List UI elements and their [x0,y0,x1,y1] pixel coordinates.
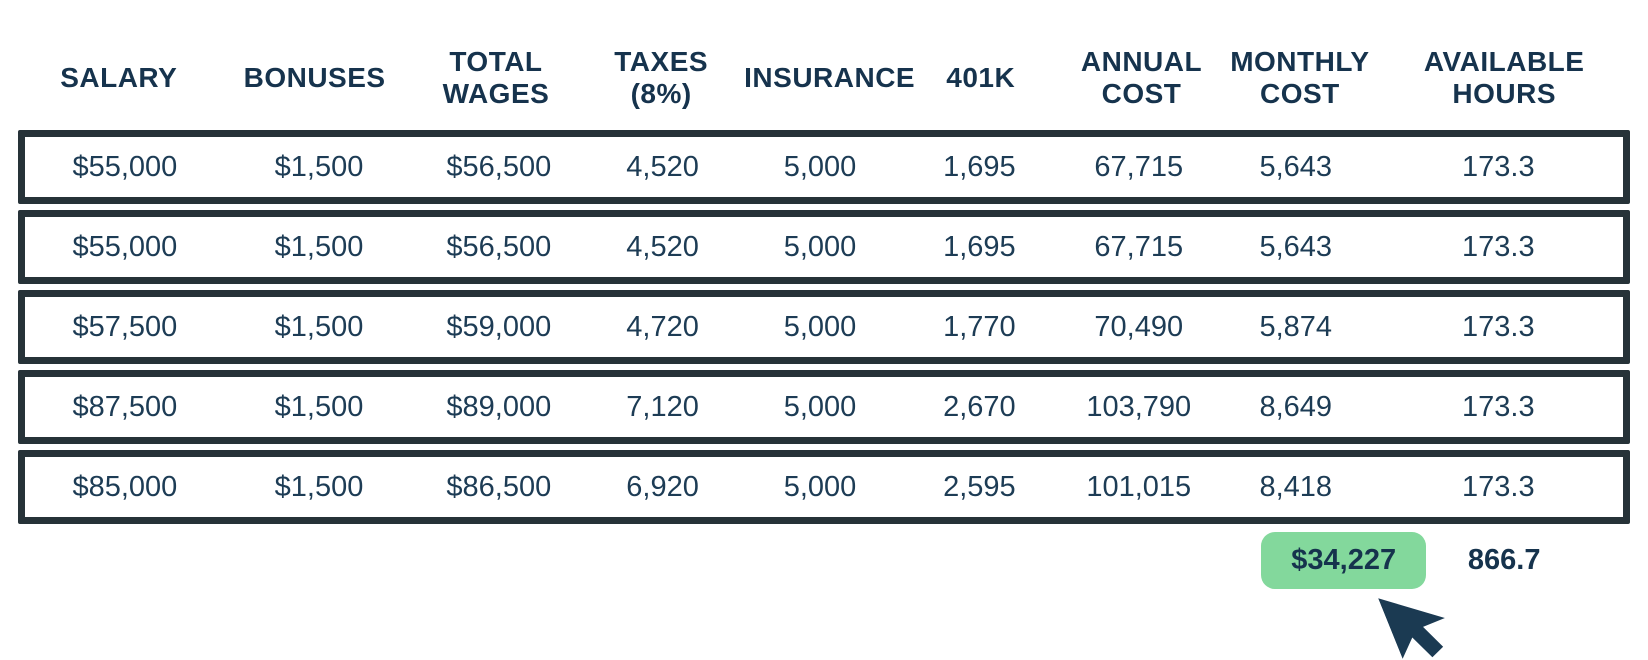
column-header-annual-cost: ANNUAL COST [1080,45,1203,109]
header-row: SALARY BONUSES TOTAL WAGES TAXES (8%) INSURA… [18,30,1630,126]
cell-salary: $85,000 [72,470,178,503]
cost-table: SALARY BONUSES TOTAL WAGES TAXES (8%) INSURA… [0,30,1648,660]
column-header-taxes: TAXES (8%) [614,45,709,109]
cell-bonuses: $1,500 [274,390,364,423]
cell-available-hours: 173.3 [1462,470,1535,503]
column-header-salary: SALARY [60,61,178,93]
column-header-total-wages: TOTAL WAGES [442,45,550,109]
cell-401k: 1,770 [943,310,1016,343]
table-row-5: $85,000 $1,500 $86,500 6,920 5,000 2,595 101,0… [18,450,1630,524]
cell-total-wages: $86,500 [446,470,552,503]
column-header-insurance: INSURANCE [744,61,916,93]
cell-401k: 2,670 [943,390,1016,423]
cell-annual-cost: 67,715 [1094,230,1184,263]
table-row-4: $87,500 $1,500 $89,000 7,120 5,000 2,670 103,7… [18,370,1630,444]
cell-insurance: 5,000 [783,310,857,343]
cell-taxes: 4,520 [626,230,699,263]
cell-total-wages: $59,000 [446,310,552,343]
cell-total-wages: $89,000 [446,390,552,423]
cell-available-hours: 173.3 [1462,310,1535,343]
column-header-monthly-cost: MONTHLY COST [1230,45,1370,109]
cell-insurance: 5,000 [783,150,857,183]
cell-401k: 2,595 [943,470,1016,503]
column-header-bonuses: BONUSES [243,61,386,93]
cell-annual-cost: 67,715 [1094,150,1184,183]
cell-monthly-cost: 8,418 [1259,470,1333,503]
column-header-available-hours: AVAILABLE HOURS [1423,45,1585,109]
totals-row: $34,227 866.7 [18,530,1630,590]
cell-bonuses: $1,500 [274,310,364,343]
table-row-3: $57,500 $1,500 $59,000 4,720 5,000 1,770 70,49… [18,290,1630,364]
column-header-401k: 401K [946,61,1016,93]
cell-insurance: 5,000 [783,470,857,503]
cell-401k: 1,695 [943,230,1016,263]
monthly-cost-total-badge[interactable]: $34,227 [1261,531,1427,589]
cell-salary: $87,500 [72,390,178,423]
cell-available-hours: 173.3 [1462,390,1535,423]
cell-salary: $55,000 [72,230,178,263]
cell-annual-cost: 101,015 [1086,470,1192,503]
cell-monthly-cost: 5,643 [1259,230,1333,263]
cell-available-hours: 173.3 [1462,150,1535,183]
cell-bonuses: $1,500 [274,150,364,183]
cell-taxes: 4,720 [626,310,699,343]
cell-available-hours: 173.3 [1462,230,1535,263]
cell-taxes: 6,920 [626,470,699,503]
table-row-2: $55,000 $1,500 $56,500 4,520 5,000 1,695 67,71… [18,210,1630,284]
cell-401k: 1,695 [943,150,1016,183]
cell-insurance: 5,000 [783,390,857,423]
cell-monthly-cost: 5,643 [1259,150,1333,183]
cell-salary: $57,500 [72,310,178,343]
cell-bonuses: $1,500 [274,470,364,503]
cell-monthly-cost: 8,649 [1259,390,1333,423]
cell-taxes: 4,520 [626,150,699,183]
cell-annual-cost: 103,790 [1086,390,1192,423]
cell-total-wages: $56,500 [446,150,552,183]
available-hours-total: 866.7 [1467,543,1541,576]
cell-monthly-cost: 5,874 [1259,310,1333,343]
cell-taxes: 7,120 [626,390,699,423]
cell-salary: $55,000 [72,150,178,183]
cell-bonuses: $1,500 [274,230,364,263]
table-row-1: $55,000 $1,500 $56,500 4,520 5,000 1,695 67,71… [18,130,1630,204]
monthly-cost-total-cell: $34,227 [1257,531,1427,589]
cell-insurance: 5,000 [783,230,857,263]
rows: $55,000 $1,500 $56,500 4,520 5,000 1,695 67,71… [18,130,1630,524]
cell-annual-cost: 70,490 [1094,310,1184,343]
cell-total-wages: $56,500 [446,230,552,263]
